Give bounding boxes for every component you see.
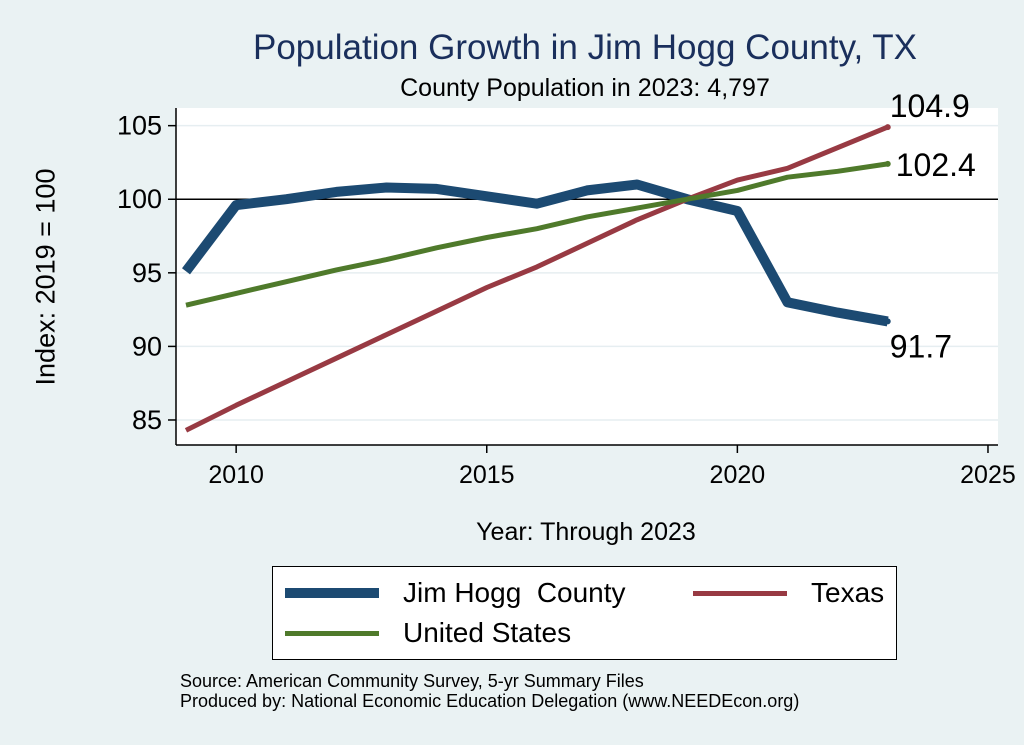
y-tick-label: 95 [132, 258, 162, 288]
chart-title: Population Growth in Jim Hogg County, TX [252, 28, 918, 67]
series-end-label-1: 104.9 [890, 88, 970, 124]
legend-label-jim-hogg: Jim Hogg County [403, 577, 626, 608]
x-tick-label: 2025 [960, 461, 1016, 489]
producer-line: Produced by: National Economic Education… [180, 691, 800, 711]
source-line: Source: American Community Survey, 5-yr … [180, 671, 644, 691]
x-tick-label: 2010 [208, 461, 264, 489]
series-end-label-0: 91.7 [890, 328, 952, 364]
series-end-marker-0 [884, 318, 891, 325]
series-line-2 [185, 161, 889, 308]
legend: Jim Hogg County Texas United States [272, 566, 897, 660]
chart-subtitle: County Population in 2023: 4,797 [400, 74, 770, 102]
series-end-marker-2 [884, 160, 891, 167]
x-axis-label: Year: Through 2023 [476, 518, 696, 546]
series-line-0 [182, 179, 889, 327]
legend-swatch-jim-hogg [285, 588, 379, 598]
legend-item-united-states: United States [285, 617, 571, 649]
y-axis-label: Index: 2019 = 100 [30, 168, 61, 386]
legend-label-texas: Texas [811, 577, 885, 608]
series-end-marker-1 [884, 124, 891, 131]
series-end-label-2: 102.4 [896, 147, 976, 183]
source-note: Source: American Community Survey, 5-yr … [180, 671, 799, 711]
legend-swatch-texas [693, 590, 787, 596]
legend-label-united-states: United States [403, 617, 572, 648]
x-tick-label: 2015 [459, 461, 515, 489]
x-tick-label: 2020 [710, 461, 766, 489]
y-tick-label: 100 [117, 184, 162, 214]
legend-swatch-united-states [285, 630, 379, 636]
y-tick-label: 90 [132, 331, 162, 361]
legend-item-jim-hogg: Jim Hogg County [285, 577, 626, 609]
y-tick-label: 105 [117, 111, 162, 141]
legend-item-texas: Texas [693, 577, 884, 609]
series-line-1 [184, 124, 889, 433]
y-tick-label: 85 [132, 405, 162, 435]
